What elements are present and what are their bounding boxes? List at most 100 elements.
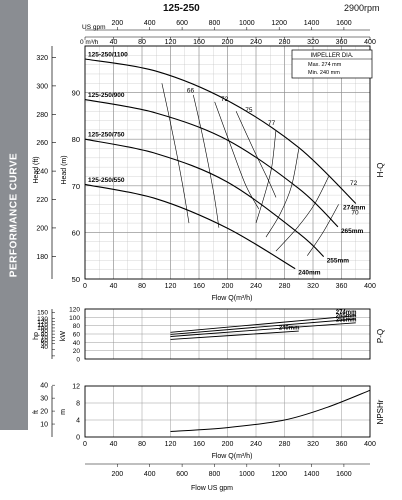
usgpm-tick-label: 200 (112, 20, 124, 27)
hq-right-label: H-Q (376, 163, 385, 178)
efficiency-label: 72 (350, 180, 358, 187)
hp-tick-label: 40 (41, 344, 49, 351)
sidebar-band: PERFORMANCE CURVE (0, 0, 28, 430)
kw-tick-label: 100 (69, 315, 80, 322)
hq-curve (84, 99, 339, 228)
ft-tick-label: 320 (36, 55, 48, 62)
usgpm-tick-label: 800 (209, 20, 221, 27)
npsh-m-tick-label: 0 (76, 435, 80, 442)
hq-curve-name: 125-250/550 (88, 177, 125, 184)
x-axis-label: Flow Q(m³/h) (212, 295, 253, 302)
kw-tick-label: 0 (76, 357, 80, 364)
usgpm-tick-label: 1600 (336, 20, 352, 27)
usgpm-tick-label: 1000 (239, 20, 255, 27)
usgpm-tick-label: 1200 (271, 20, 287, 27)
m-tick-label: 50 (72, 275, 80, 284)
efficiency-contour (307, 204, 339, 256)
kw-axis-label: kW (60, 331, 67, 342)
hq-curve-name: 125-250/1100 (88, 52, 128, 59)
npsh-x-tick-label: 0 (83, 441, 87, 448)
npsh-ft-axis-label: ft (33, 410, 40, 414)
pq-curve (170, 315, 356, 333)
npsh-x-tick-label: 320 (307, 441, 319, 448)
legend-frame (291, 49, 373, 79)
bottom-usgpm-tick-label: 800 (209, 471, 221, 478)
hq-curve-dia: 265mm (341, 228, 364, 235)
top-x-tick-label: 40 (110, 39, 118, 46)
hq-curve-name: 125-250/900 (88, 92, 125, 99)
pq-curve-dia: 240mm (279, 326, 300, 332)
m-tick-label: 90 (72, 89, 80, 98)
pq-frame (84, 308, 371, 360)
hq-curve-dia: 255mm (327, 258, 350, 265)
npsh-panel: 0 4 8 12 m 10 20 30 40 ft 0 40 80 120 160 200 240 280 320 3… (33, 383, 385, 492)
top-x-tick-label: 200 (222, 39, 234, 46)
m-tick-label: 70 (72, 182, 80, 191)
kw-tick-label: 80 (73, 323, 81, 330)
top-x-tick-label: 360 (336, 39, 348, 46)
efficiency-label: 75 (245, 107, 253, 114)
x-tick-label: 400 (364, 283, 376, 290)
x-tick-label: 360 (336, 283, 348, 290)
hq-curve-dia: 274mm (343, 205, 366, 212)
hp-tick-label: 50 (41, 341, 49, 348)
top-x-tick-label: 320 (307, 39, 319, 46)
bottom-usgpm-tick-label: 200 (112, 471, 124, 478)
hq-curve (84, 58, 357, 204)
pq-curve-dia: 255mm (336, 317, 357, 323)
pq-curve (170, 330, 299, 340)
npsh-x-axis-label: Flow Q(m³/h) (212, 453, 253, 460)
npsh-x-tick-label: 240 (250, 441, 262, 448)
x-tick-label: 40 (110, 283, 118, 290)
kw-tick-label: 120 (69, 307, 80, 314)
x-tick-label: 160 (193, 283, 205, 290)
hq-panel: 180 200 220 240 260 280 300 320 Head (ft) 50 60 70 8… (33, 20, 385, 302)
ft-tick-label: 180 (36, 254, 48, 261)
ft-tick-label: 300 (36, 83, 48, 90)
hq-frame (84, 45, 371, 280)
bottom-usgpm-tick-label: 1000 (239, 471, 255, 478)
npsh-curve (170, 389, 371, 432)
hp-tick-label: 110 (38, 322, 49, 329)
hp-tick-label: 120 (37, 319, 48, 326)
m-tick-label: 80 (72, 135, 80, 144)
hq-curve-dia: 240mm (298, 270, 321, 277)
npsh-m-tick-label: 8 (76, 401, 80, 408)
npsh-ft-tick-label: 10 (40, 422, 48, 429)
npsh-ft-tick-label: 30 (40, 396, 48, 403)
hp-tick-label: 100 (37, 325, 48, 332)
hp-tick-label: 70 (41, 334, 49, 341)
hp-axis-label: hp (33, 332, 40, 340)
kw-tick-label: 40 (73, 340, 81, 347)
impeller-legend: IMPELLER DIA. Max. 274 mm Min. 240 mm (291, 49, 373, 79)
npsh-x-tick-label: 160 (193, 441, 205, 448)
speed-label: 2900rpm (344, 3, 380, 13)
usgpm-tick-label: 600 (176, 20, 188, 27)
efficiency-contour (193, 94, 220, 228)
npsh-x-tick-label: 80 (138, 441, 146, 448)
pq-curve-dia: 265mm (336, 314, 357, 320)
efficiency-contour (161, 83, 190, 224)
top-x-tick-label: 280 (279, 39, 291, 46)
npsh-x-tick-label: 400 (364, 441, 376, 448)
npsh-x-tick-label: 360 (336, 441, 348, 448)
efficiency-contour (235, 111, 277, 198)
top-x-tick-label: 120 (165, 39, 177, 46)
hp-tick-label: 60 (41, 338, 49, 345)
x-tick-label: 120 (165, 283, 177, 290)
x-tick-label: 0 (83, 283, 87, 290)
bottom-usgpm-tick-label: 600 (176, 471, 188, 478)
hp-tick-label: 150 (37, 310, 48, 317)
x-tick-label: 80 (138, 283, 146, 290)
hq-curve-name: 125-250/750 (88, 132, 125, 139)
efficiency-contour (275, 176, 329, 252)
ft-axis-label: Head (ft) (33, 156, 40, 183)
top-x-tick-label: 80 (138, 39, 146, 46)
chart-title: 125-250 (163, 3, 200, 14)
npsh-m-tick-label: 12 (72, 384, 80, 391)
pq-curve-dia: 274mm (336, 310, 357, 316)
hq-curve (84, 183, 296, 270)
m-axis-label: Head (m) (61, 155, 68, 184)
hp-tick-label: 90 (41, 328, 49, 335)
